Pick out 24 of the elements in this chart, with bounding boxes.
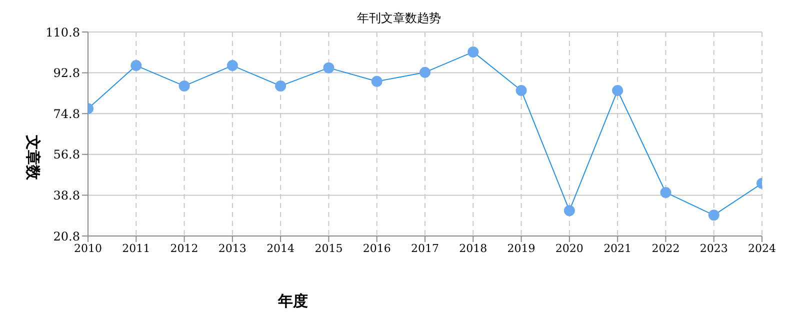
- x-tick-label: 2024: [748, 242, 776, 255]
- x-tick-label: 2019: [507, 242, 536, 255]
- x-tick-label: 2015: [314, 242, 343, 255]
- x-tick-label: 2022: [652, 242, 680, 255]
- x-tick-label: 2021: [604, 242, 632, 255]
- x-tick-label: 2012: [170, 242, 198, 255]
- y-tick-label: 56.8: [53, 148, 80, 162]
- x-tick-label: 2010: [74, 242, 102, 255]
- y-tick-label: 74.8: [53, 106, 80, 121]
- x-tick-label: 2023: [700, 242, 728, 255]
- y-axis-title: 文章数: [23, 135, 42, 180]
- x-tick-label: 2017: [411, 242, 439, 255]
- y-tick-label: 38.8: [53, 188, 80, 202]
- y-tick-label: 110.8: [46, 25, 80, 40]
- x-tick-label: 2018: [459, 242, 488, 255]
- chart-title: 年刊文章数趋势: [356, 10, 442, 27]
- x-tick-label: 2011: [122, 242, 150, 255]
- y-tick-label: 92.8: [53, 66, 80, 80]
- y-tick-label: 20.8: [53, 229, 80, 244]
- x-tick-label: 2020: [555, 242, 584, 255]
- x-axis-title: 年度: [278, 292, 308, 311]
- x-tick-label: 2016: [362, 242, 391, 255]
- x-tick-label: 2014: [266, 242, 295, 255]
- x-tick-label: 2013: [218, 242, 246, 255]
